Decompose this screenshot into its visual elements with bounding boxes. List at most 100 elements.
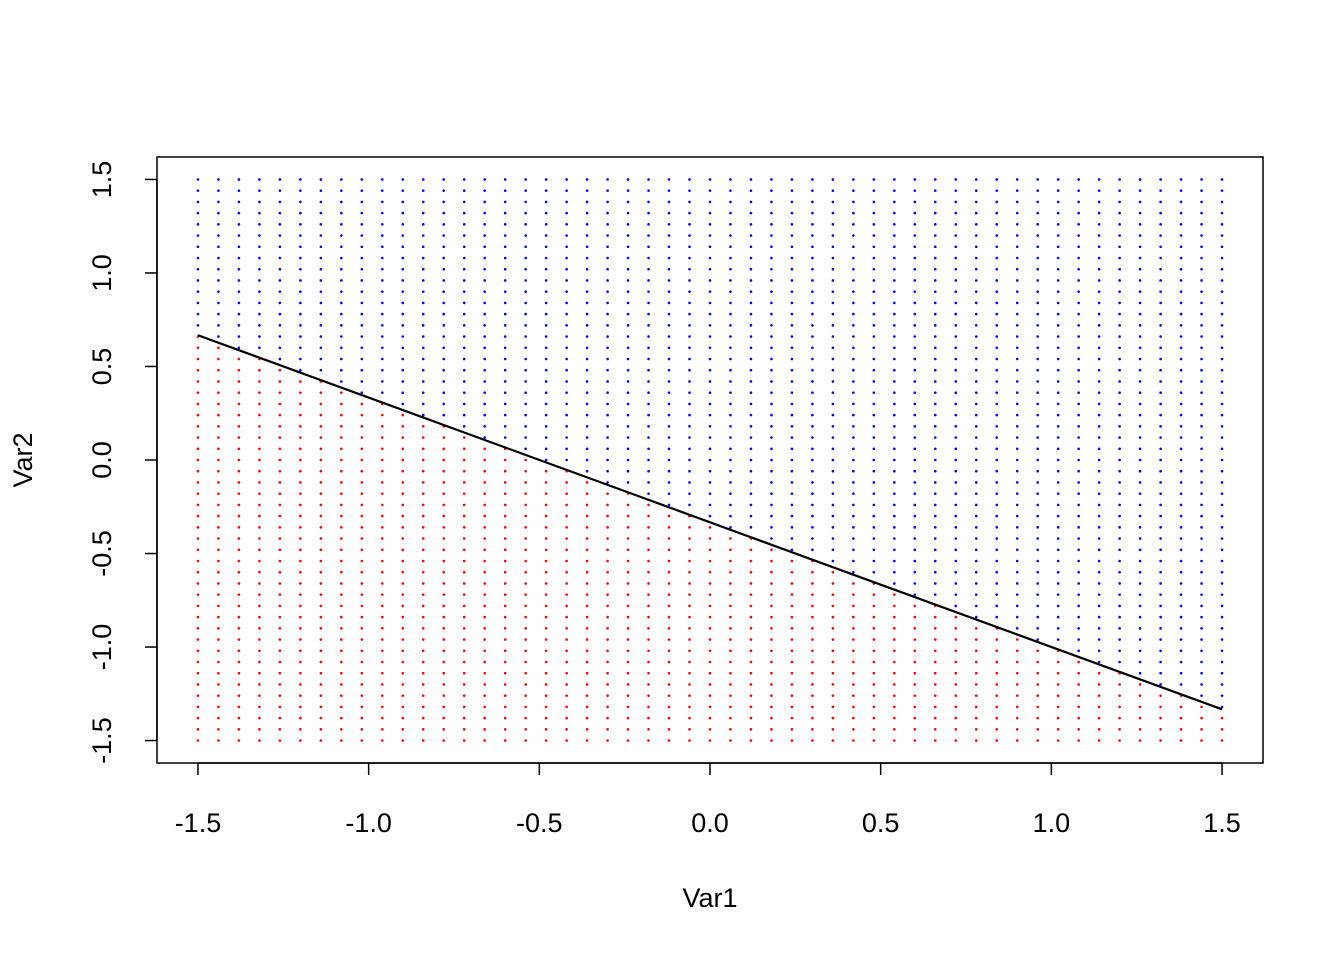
grid-point (299, 615, 302, 619)
grid-point (503, 548, 507, 552)
grid-point (565, 279, 568, 282)
grid-point (954, 649, 958, 653)
grid-point (462, 391, 466, 394)
grid-point (299, 256, 302, 260)
grid-point (360, 705, 364, 709)
grid-point (196, 627, 200, 630)
grid-point (1220, 694, 1224, 697)
grid-point (503, 627, 507, 630)
grid-point (647, 716, 650, 720)
grid-point (483, 279, 487, 282)
grid-point (565, 256, 568, 260)
grid-point (708, 234, 712, 237)
grid-point (1118, 481, 1121, 484)
grid-point (524, 514, 527, 518)
grid-point (872, 402, 876, 406)
grid-point (1138, 402, 1142, 406)
grid-point (237, 526, 241, 529)
grid-point (585, 481, 589, 484)
grid-point (995, 728, 999, 731)
grid-point (340, 492, 343, 495)
grid-point (626, 391, 630, 394)
grid-point (1077, 694, 1080, 697)
grid-point (626, 436, 630, 439)
grid-point (1097, 671, 1101, 675)
grid-point (544, 638, 548, 641)
grid-point (503, 211, 507, 215)
grid-point (852, 481, 855, 484)
grid-point (1179, 458, 1183, 462)
grid-point (380, 312, 384, 316)
grid-point (299, 200, 302, 204)
grid-point (1056, 425, 1060, 428)
grid-point (442, 604, 446, 608)
grid-point (749, 413, 753, 417)
grid-point (401, 514, 405, 518)
grid-point (831, 481, 835, 484)
grid-point (626, 514, 630, 518)
grid-point (401, 256, 405, 260)
grid-point (831, 548, 835, 552)
grid-point (1118, 223, 1121, 226)
grid-point (442, 705, 446, 709)
grid-point (299, 660, 302, 664)
grid-point (811, 514, 814, 518)
grid-point (647, 548, 650, 552)
grid-point (1056, 728, 1060, 731)
grid-point (647, 660, 650, 664)
grid-point (790, 604, 794, 608)
grid-point (524, 346, 527, 350)
grid-point (1097, 615, 1101, 619)
grid-point (667, 256, 671, 260)
grid-point (421, 615, 425, 619)
grid-point (770, 200, 773, 204)
grid-point (1200, 627, 1203, 630)
grid-point (360, 649, 364, 653)
grid-point (933, 638, 937, 641)
grid-point (401, 604, 405, 608)
grid-point (1056, 436, 1060, 439)
grid-point (852, 728, 855, 731)
grid-point (790, 425, 794, 428)
grid-point (442, 211, 446, 215)
grid-point (811, 705, 814, 709)
grid-point (442, 627, 446, 630)
grid-point (217, 391, 220, 394)
grid-point (340, 357, 343, 361)
grid-point (913, 447, 917, 451)
grid-point (688, 694, 691, 697)
grid-point (585, 705, 589, 709)
grid-point (770, 245, 773, 249)
grid-point (995, 671, 999, 675)
grid-point (524, 705, 527, 709)
grid-point (1118, 649, 1121, 653)
grid-point (831, 234, 835, 237)
grid-point (258, 402, 261, 406)
grid-point (811, 615, 814, 619)
grid-point (933, 200, 937, 204)
grid-point (1200, 683, 1203, 686)
grid-point (524, 492, 527, 495)
grid-point (626, 245, 630, 249)
grid-point (1159, 223, 1162, 226)
grid-point (1200, 211, 1203, 215)
grid-point (933, 245, 937, 249)
grid-point (606, 694, 609, 697)
grid-point (380, 739, 384, 742)
grid-point (749, 178, 753, 181)
grid-point (995, 436, 999, 439)
grid-point (1036, 694, 1040, 697)
grid-point (585, 559, 589, 563)
grid-point (565, 357, 568, 361)
grid-point (790, 245, 794, 249)
grid-point (688, 211, 691, 215)
grid-point (954, 312, 958, 316)
grid-point (913, 324, 917, 327)
grid-point (667, 211, 671, 215)
grid-point (299, 705, 302, 709)
grid-point (913, 582, 917, 585)
grid-point (667, 615, 671, 619)
grid-point (1118, 514, 1121, 518)
grid-point (1118, 716, 1121, 720)
grid-point (1077, 683, 1080, 686)
